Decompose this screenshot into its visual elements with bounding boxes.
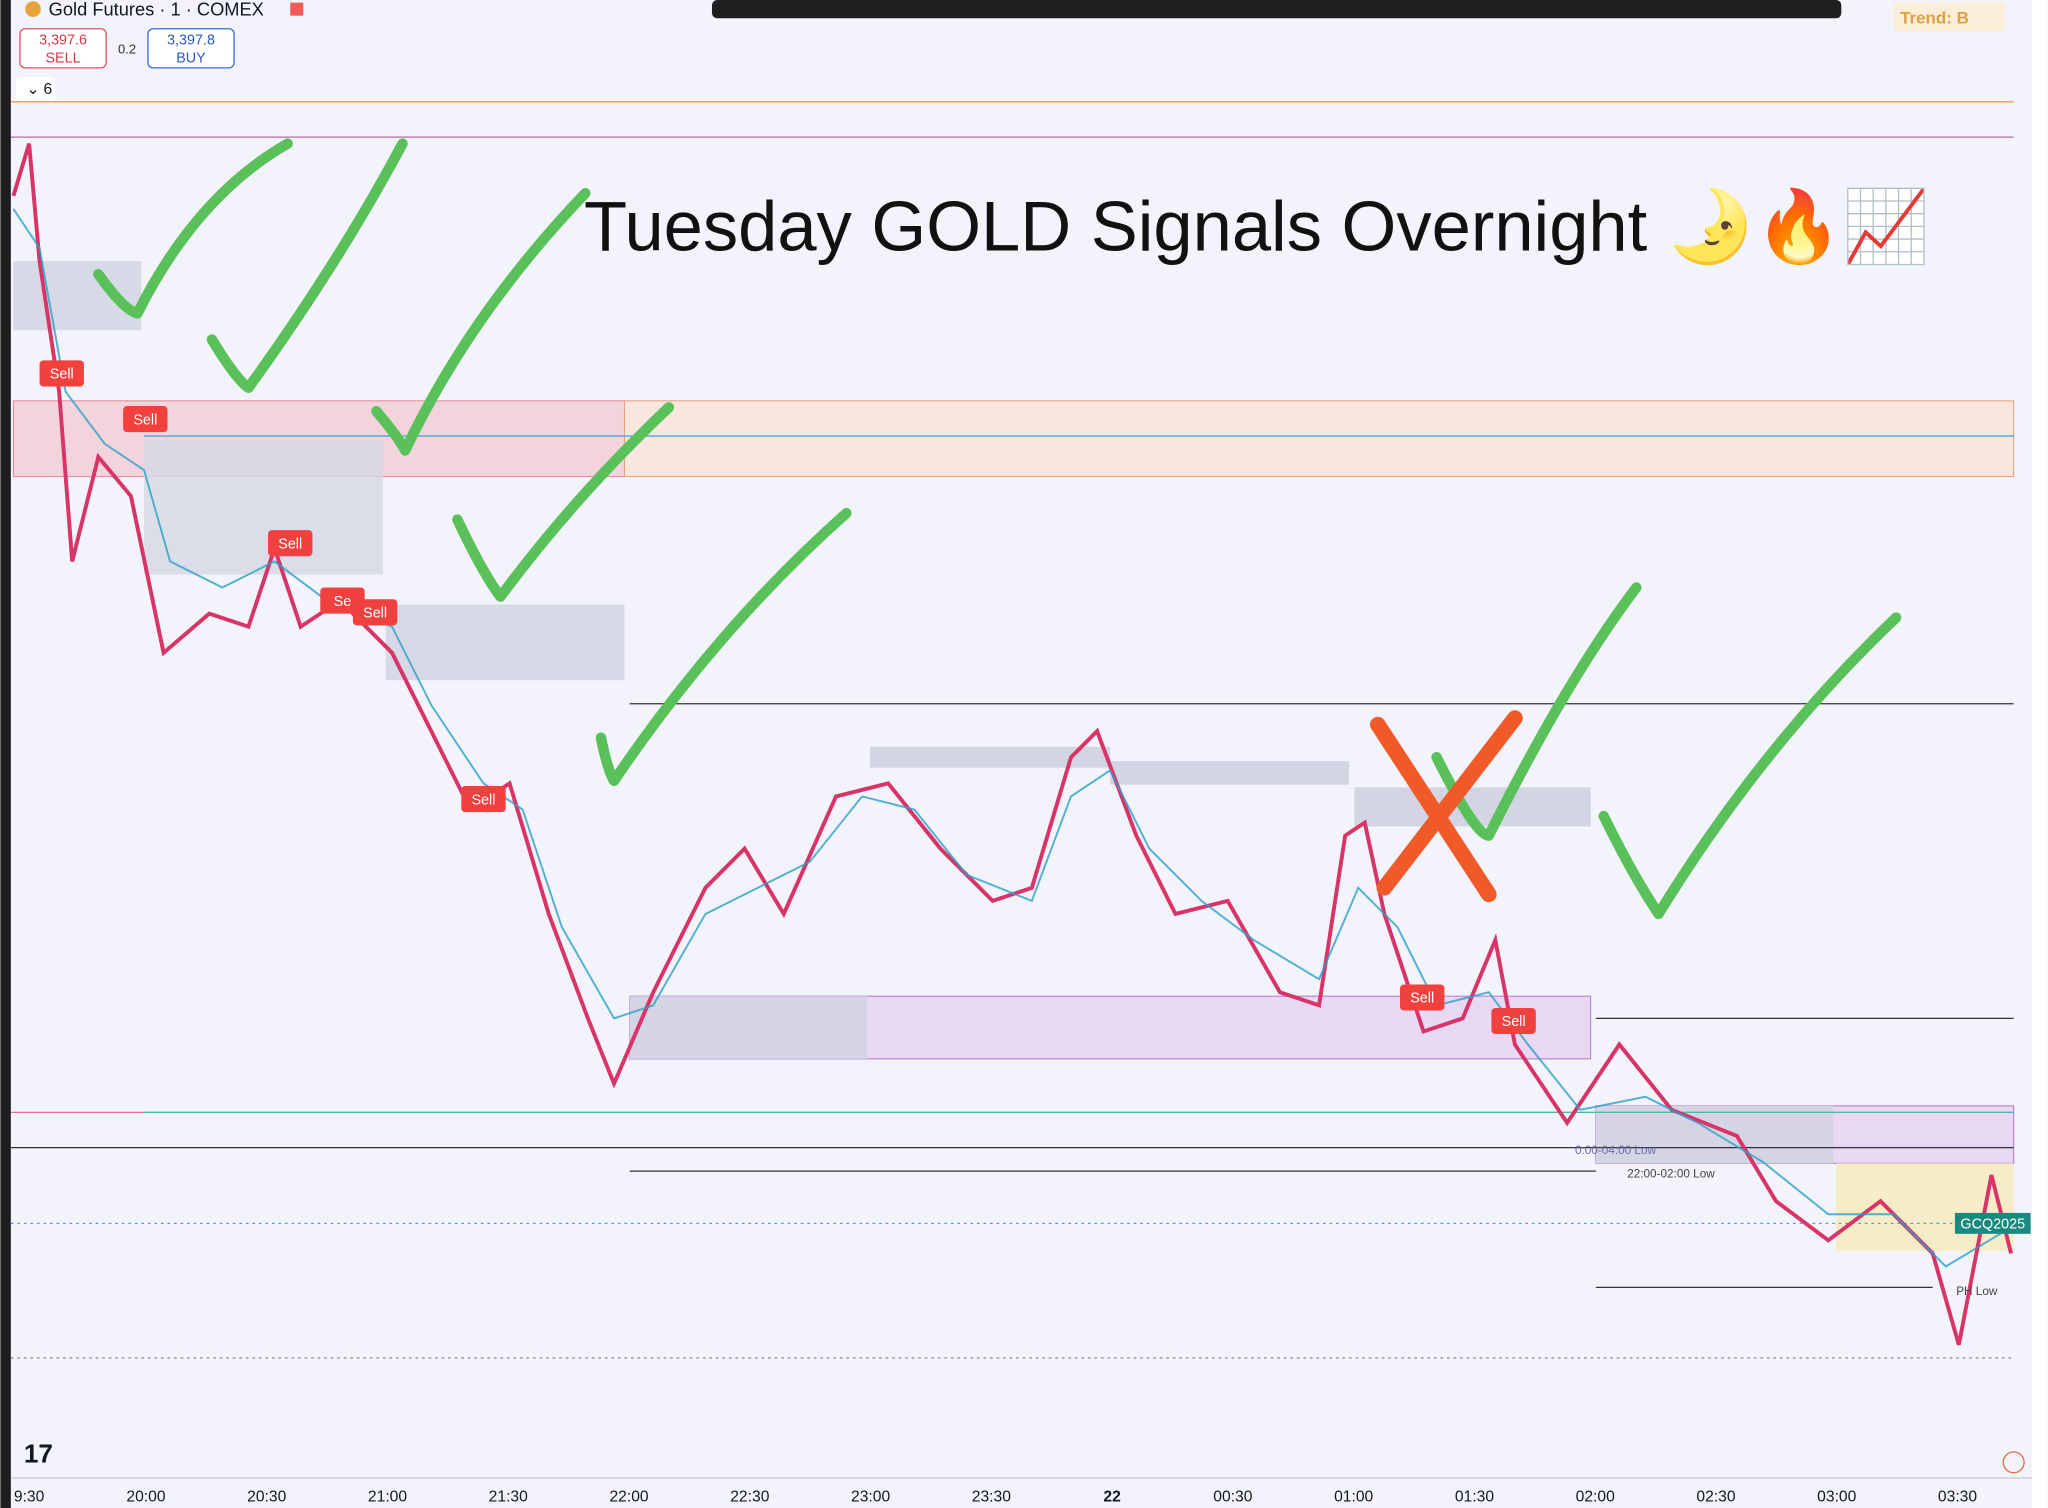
zone [144, 439, 383, 575]
time-tick-label: 9:30 [14, 1488, 45, 1505]
time-tick-label: 20:30 [247, 1488, 286, 1505]
time-tick-label: 22:30 [730, 1488, 769, 1505]
sell-label: SELL [45, 51, 80, 67]
indicator-toggle[interactable] [16, 77, 56, 101]
sell-signal-label: Se [334, 594, 352, 610]
buy-label: BUY [176, 51, 206, 67]
buy-button[interactable] [147, 28, 235, 69]
session-low-2: 0:00-04:00 Low [1575, 1144, 1657, 1157]
settings-icon[interactable] [2002, 1451, 2025, 1474]
time-tick-label: 21:00 [368, 1488, 407, 1505]
sell-signal-label: Sell [1410, 991, 1434, 1007]
time-tick-label: 03:30 [1938, 1488, 1977, 1505]
levels [10, 101, 2014, 1359]
zone [13, 261, 142, 331]
trend-label: Trend: B [1900, 9, 1969, 28]
time-tick-label: 23:30 [972, 1488, 1011, 1505]
checkmarks [93, 138, 1902, 920]
zone [629, 996, 868, 1059]
trend-badge [1893, 2, 2005, 32]
time-tick-label: 23:00 [851, 1488, 890, 1505]
right-edge [2031, 0, 2048, 1508]
logo: 17 [24, 1438, 53, 1468]
time-tick-label: 01:30 [1455, 1488, 1494, 1505]
sell-signal-badge [268, 530, 313, 557]
sell-signal-label: Sell [363, 606, 387, 622]
sell-signal-label: Sell [1502, 1014, 1526, 1030]
flag[interactable] [290, 2, 304, 16]
cross-mark [1369, 710, 1523, 903]
session-low: 22:00-02:00 Low [1627, 1168, 1715, 1181]
symbol-title: Gold Futures · 1 · COMEX [49, 0, 264, 20]
symbol-tag-text: GCQ2025 [1960, 1217, 2025, 1233]
drawing-toolbar[interactable] [711, 0, 1842, 19]
time-tick-label: 01:00 [1334, 1488, 1373, 1505]
sell-signal-badge [1491, 1007, 1536, 1035]
sell-signal-label: Sell [278, 536, 302, 552]
sell-signal-badge [123, 406, 168, 433]
spread: 0.2 [118, 42, 136, 57]
pl-low: PH Low [1956, 1285, 1998, 1298]
time-tick-label: 02:00 [1576, 1488, 1615, 1505]
time-tick-label: 00:30 [1213, 1488, 1252, 1505]
moving-average [12, 208, 2012, 1268]
sell-price: 3,397.6 [39, 32, 87, 48]
dynamic-layer: 9:30 20:00 20:30 21:00 21:30 22:00 22:30 23:00 2… [14, 360, 1977, 1505]
chevron: ⌄ [27, 81, 40, 98]
time-tick-label: 02:30 [1696, 1488, 1735, 1505]
time-tick-label: 22:00 [609, 1488, 648, 1505]
time-tick-label: 03:00 [1817, 1488, 1856, 1505]
zone [1595, 1105, 1834, 1164]
time-tick-label: 21:30 [489, 1488, 528, 1505]
sell-button[interactable] [19, 28, 107, 69]
sell-signal-label: Sell [133, 412, 157, 428]
buy-price: 3,397.8 [167, 32, 215, 48]
sell-signal-badge [352, 599, 398, 626]
sell-signal-label: Sell [50, 367, 74, 383]
time-tick-label: 20:00 [126, 1488, 165, 1505]
indicator-count: 6 [43, 81, 52, 98]
sell-signal-label: Sell [471, 792, 495, 808]
sell-signal-badge [461, 785, 506, 813]
zone [1110, 761, 1350, 785]
left-edge [0, 0, 11, 1508]
sell-signal-badge [1400, 984, 1445, 1011]
zone [869, 746, 1111, 768]
symbol-icon [25, 1, 41, 17]
annotation-title: Tuesday GOLD Signals Overnight 🌛🔥📈 [584, 187, 1930, 267]
zone [385, 604, 625, 681]
zone [623, 400, 2015, 478]
time-tick-label: 22 [1103, 1488, 1121, 1505]
sell-signal-badge [39, 360, 84, 387]
symbol-tag [1954, 1212, 2031, 1234]
